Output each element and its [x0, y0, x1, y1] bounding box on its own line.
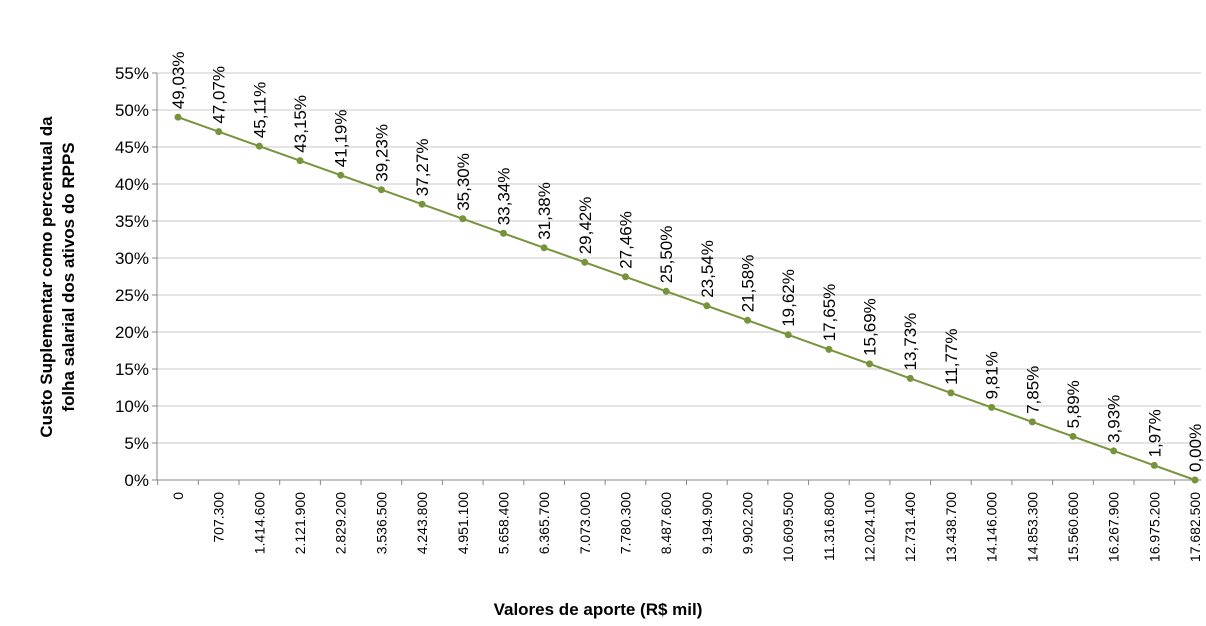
- data-label: 5,89%: [1064, 380, 1083, 428]
- data-label: 31,38%: [535, 182, 554, 240]
- y-tick-label: 5%: [124, 434, 149, 453]
- point: [703, 302, 711, 310]
- data-label: 0,00%: [1186, 424, 1205, 472]
- point: [1191, 476, 1199, 484]
- data-label: 47,07%: [210, 66, 229, 124]
- point: [1110, 447, 1118, 455]
- point: [459, 215, 467, 223]
- x-tick-label: 4.951.100: [455, 492, 471, 554]
- point: [1028, 418, 1036, 426]
- y-tick-label: 25%: [115, 286, 149, 305]
- point: [174, 113, 182, 121]
- point: [988, 403, 996, 411]
- point: [662, 287, 670, 295]
- point: [866, 360, 874, 368]
- point: [296, 157, 304, 165]
- x-tick-label: 16.267.900: [1106, 492, 1122, 562]
- data-label: 43,15%: [291, 95, 310, 153]
- x-tick-label: 8.487.600: [658, 492, 674, 554]
- x-tick-label: 14.853.300: [1024, 492, 1040, 562]
- data-label: 27,46%: [616, 211, 635, 269]
- point: [621, 273, 629, 281]
- x-tick-label: 14.146.000: [984, 492, 1000, 562]
- point: [744, 316, 752, 324]
- data-label: 39,23%: [372, 124, 391, 182]
- x-tick-label: 7.073.000: [577, 492, 593, 554]
- data-label: 21,58%: [739, 255, 758, 313]
- x-tick-label: 5.658.400: [495, 492, 511, 554]
- x-tick-label: 4.243.800: [414, 492, 430, 554]
- point: [947, 389, 955, 397]
- data-label: 17,65%: [820, 284, 839, 342]
- y-tick-label: 35%: [115, 212, 149, 231]
- data-label: 7,85%: [1023, 366, 1042, 414]
- x-tick-label: 6.365.700: [536, 492, 552, 554]
- point: [581, 258, 589, 266]
- y-tick-label: 10%: [115, 397, 149, 416]
- x-tick-label: 7.780.300: [617, 492, 633, 554]
- series-line: [177, 116, 1196, 481]
- y-tick-label: 0%: [124, 471, 149, 490]
- data-label: 45,11%: [250, 82, 269, 138]
- data-label: 49,03%: [169, 52, 188, 110]
- y-tick-label: 55%: [115, 64, 149, 83]
- point: [540, 244, 548, 252]
- data-label: 19,62%: [779, 269, 798, 327]
- x-tick-label: 707.300: [211, 492, 227, 543]
- data-label: 1,97%: [1145, 409, 1164, 457]
- data-label: 35,30%: [454, 153, 473, 211]
- x-tick-label: 2.121.900: [292, 492, 308, 554]
- point: [906, 374, 914, 382]
- data-label: 29,42%: [576, 197, 595, 255]
- point: [1150, 461, 1158, 469]
- x-tick-label: 12.024.100: [862, 492, 878, 562]
- x-tick-label: 2.829.200: [333, 492, 349, 554]
- data-label: 41,19%: [332, 110, 351, 168]
- data-label: 13,73%: [901, 313, 920, 371]
- data-label: 37,27%: [413, 139, 432, 197]
- x-tick-label: 12.731.400: [902, 492, 918, 562]
- data-label: 3,93%: [1105, 395, 1124, 443]
- data-label: 33,34%: [494, 168, 513, 226]
- point: [337, 171, 345, 179]
- point: [418, 200, 426, 208]
- point: [1069, 432, 1077, 440]
- y-axis-label: folha salarial dos ativos do RPPS: [59, 142, 78, 411]
- point: [499, 229, 507, 237]
- x-tick-label: 9.902.200: [740, 492, 756, 554]
- x-tick-label: 0: [170, 492, 186, 500]
- x-tick-label: 3.536.500: [373, 492, 389, 554]
- x-tick-label: 11.316.800: [821, 492, 837, 561]
- x-tick-label: 17.682.500: [1187, 492, 1203, 562]
- x-axis-label: Valores de aporte (R$ mil): [494, 600, 703, 619]
- y-tick-label: 50%: [115, 101, 149, 120]
- point: [377, 186, 385, 194]
- data-label: 23,54%: [698, 240, 717, 298]
- data-label: 11,77%: [942, 328, 961, 384]
- x-tick-label: 9.194.900: [699, 492, 715, 554]
- y-tick-label: 15%: [115, 360, 149, 379]
- point: [255, 142, 263, 150]
- y-tick-label: 40%: [115, 175, 149, 194]
- data-label: 25,50%: [657, 226, 676, 284]
- point: [825, 345, 833, 353]
- point: [784, 331, 792, 339]
- x-tick-label: 16.975.200: [1146, 492, 1162, 562]
- y-axis-label: Custo Suplementar como percentual da: [37, 116, 56, 438]
- x-tick-label: 15.560.600: [1065, 492, 1081, 562]
- y-tick-label: 45%: [115, 138, 149, 157]
- x-tick-label: 13.438.700: [943, 492, 959, 562]
- point: [215, 128, 223, 136]
- data-label: 15,69%: [861, 298, 880, 356]
- data-label: 9,81%: [983, 351, 1002, 399]
- y-tick-label: 20%: [115, 323, 149, 342]
- x-tick-label: 10.609.500: [780, 492, 796, 562]
- x-tick-label: 1.414.600: [251, 492, 267, 554]
- y-tick-label: 30%: [115, 249, 149, 268]
